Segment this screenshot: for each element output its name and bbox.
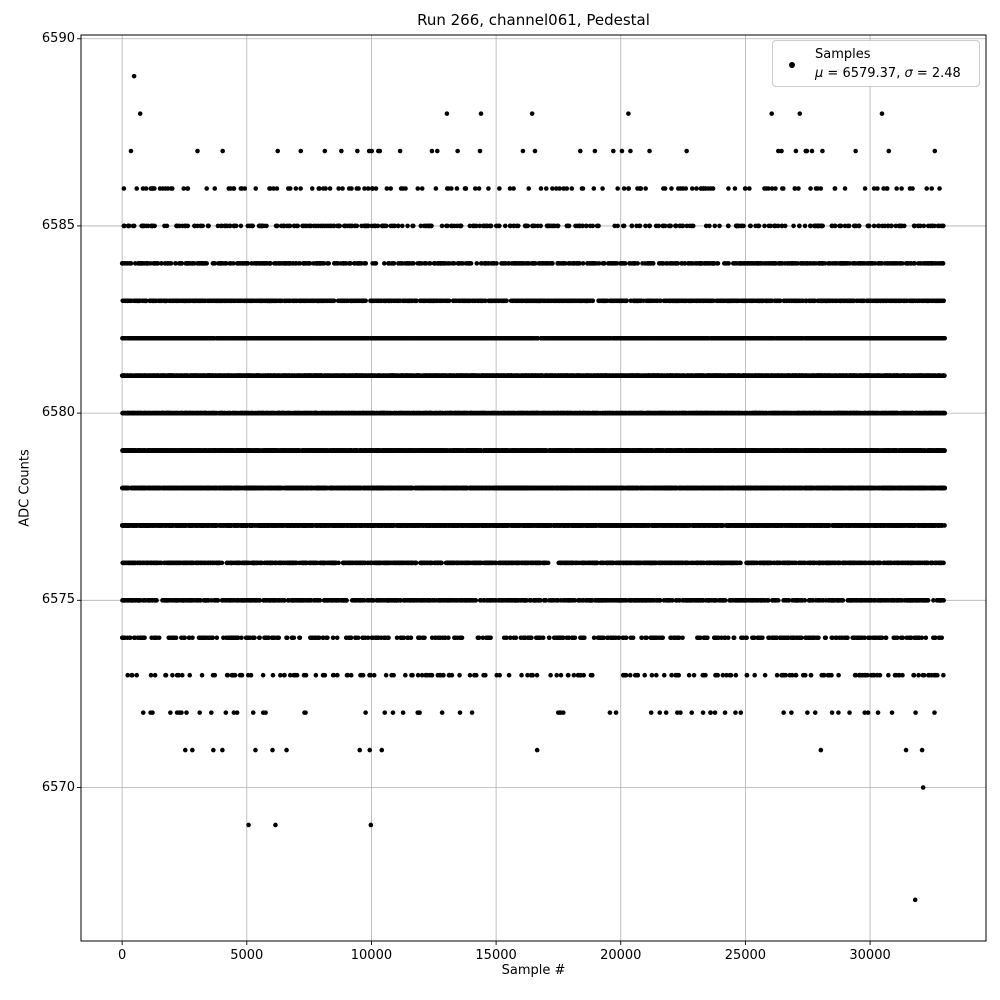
x-tick-label: 15000 [475,948,517,963]
y-axis-label: ADC Counts [17,449,33,527]
x-tick-label: 25000 [724,948,767,963]
y-tick-label: 6585 [41,217,75,233]
y-tick-label: 6590 [41,30,75,46]
x-tick-label: 20000 [600,948,642,963]
legend-text: Samples μ = 6579.37, σ = 2.48 [815,45,961,83]
chart-title: Run 266, channel061, Pedestal [417,11,650,29]
x-axis-label: Sample # [501,963,566,978]
x-tick-label: 0 [117,948,127,963]
x-tick-label: 10000 [350,948,393,963]
legend-mu-value: = 6579.37, [823,66,905,81]
legend-label-samples: Samples [815,47,871,62]
legend-stats: μ = 6579.37, σ = 2.48 [815,64,961,83]
y-tick-label: 6580 [41,405,75,421]
y-tick-label: 6570 [41,779,75,795]
y-tick-label: 6575 [41,592,75,608]
legend-mu-symbol: μ [815,66,824,81]
x-tick-label: 30000 [849,948,891,963]
x-tick-label: 5000 [230,948,264,963]
legend-sigma-symbol: σ [904,66,913,81]
legend: Samples μ = 6579.37, σ = 2.48 [772,40,980,87]
legend-sample-marker-icon [789,62,795,68]
legend-sigma-value: = 2.48 [912,66,961,81]
